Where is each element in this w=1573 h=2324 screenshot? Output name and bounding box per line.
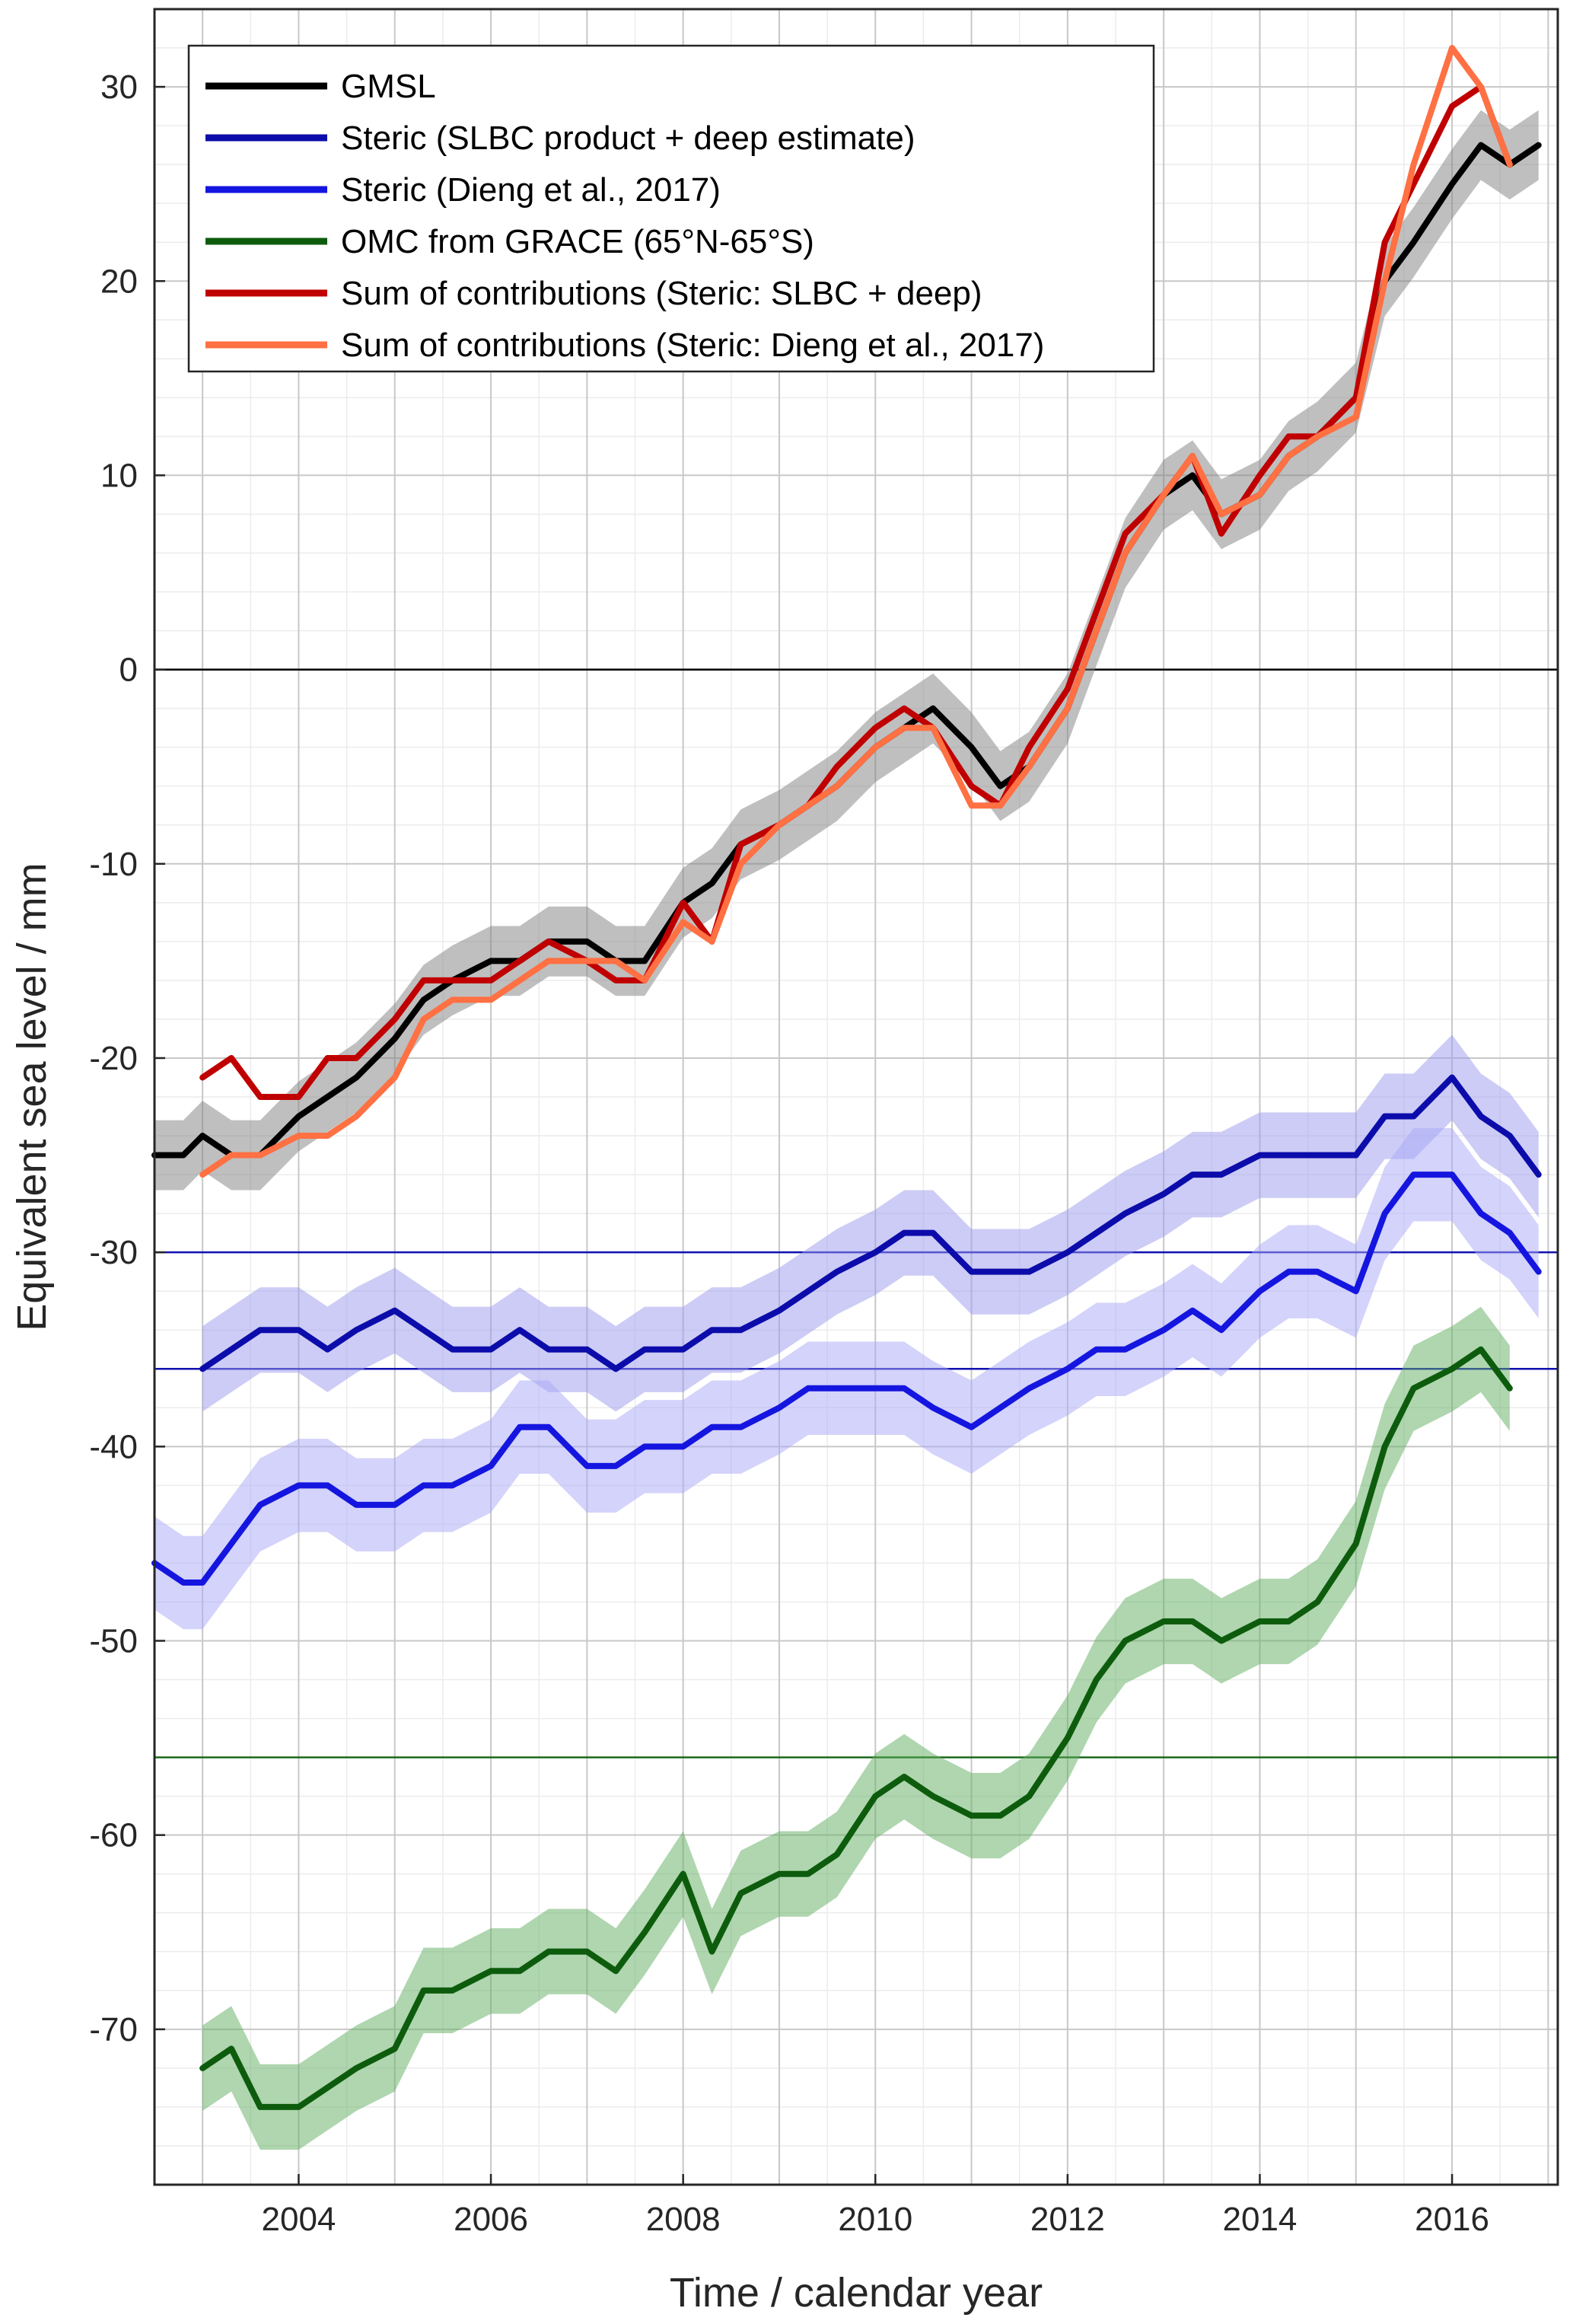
x-tick-label: 2008 bbox=[646, 2201, 721, 2238]
x-axis-title: Time / calendar year bbox=[670, 2270, 1043, 2316]
series-line bbox=[199, 1074, 1542, 1372]
y-ticks: 30 20 10 0 -10 -20 -30 -40 -50 -60 -70 bbox=[89, 69, 165, 2048]
y-tick-label: -10 bbox=[89, 846, 138, 883]
x-tick-label: 2006 bbox=[454, 2201, 528, 2238]
legend-label: Sum of contributions (Steric: Dieng et a… bbox=[341, 327, 1044, 364]
y-tick-label: 30 bbox=[100, 69, 138, 106]
legend: GMSL Steric (SLBC product + deep estimate… bbox=[187, 44, 1155, 373]
x-ticks: 2004 2006 2008 2010 2012 2014 2016 bbox=[262, 2174, 1489, 2238]
series-band bbox=[154, 1127, 1539, 1630]
x-tick-label: 2004 bbox=[262, 2201, 336, 2238]
x-tick-label: 2012 bbox=[1030, 2201, 1105, 2238]
legend-label: OMC from GRACE (65°N-65°S) bbox=[341, 223, 814, 260]
y-axis-title: Equivalent sea level / mm bbox=[9, 862, 55, 1331]
series-band bbox=[202, 1306, 1510, 2150]
plot-frame bbox=[153, 8, 1559, 2186]
x-tick-label: 2014 bbox=[1223, 2201, 1298, 2238]
x-tick-label: 2010 bbox=[838, 2201, 912, 2238]
uncertainty-bands bbox=[154, 110, 1539, 2150]
series-lines bbox=[151, 45, 1542, 2110]
y-tick-label: -30 bbox=[89, 1234, 138, 1271]
y-tick-label: -50 bbox=[89, 1623, 138, 1660]
legend-label: Steric (Dieng et al., 2017) bbox=[341, 171, 721, 209]
series-line bbox=[199, 45, 1513, 1178]
y-tick-label: 10 bbox=[100, 457, 138, 494]
series-band bbox=[202, 1034, 1539, 1412]
y-tick-label: -60 bbox=[89, 1817, 138, 1854]
series-line bbox=[151, 1172, 1542, 1586]
y-tick-label: 0 bbox=[119, 652, 138, 689]
series-line bbox=[199, 84, 1513, 1100]
legend-box bbox=[187, 44, 1155, 373]
y-tick-label: 20 bbox=[100, 263, 138, 300]
legend-label: Sum of contributions (Steric: SLBC + dee… bbox=[341, 275, 982, 312]
series-line bbox=[199, 1346, 1513, 2110]
y-tick-label: -20 bbox=[89, 1040, 138, 1077]
y-tick-label: -40 bbox=[89, 1428, 138, 1465]
y-tick-label: -70 bbox=[89, 2011, 138, 2048]
legend-label: GMSL bbox=[341, 68, 436, 105]
legend-label: Steric (SLBC product + deep estimate) bbox=[341, 120, 915, 157]
x-tick-label: 2016 bbox=[1415, 2201, 1489, 2238]
